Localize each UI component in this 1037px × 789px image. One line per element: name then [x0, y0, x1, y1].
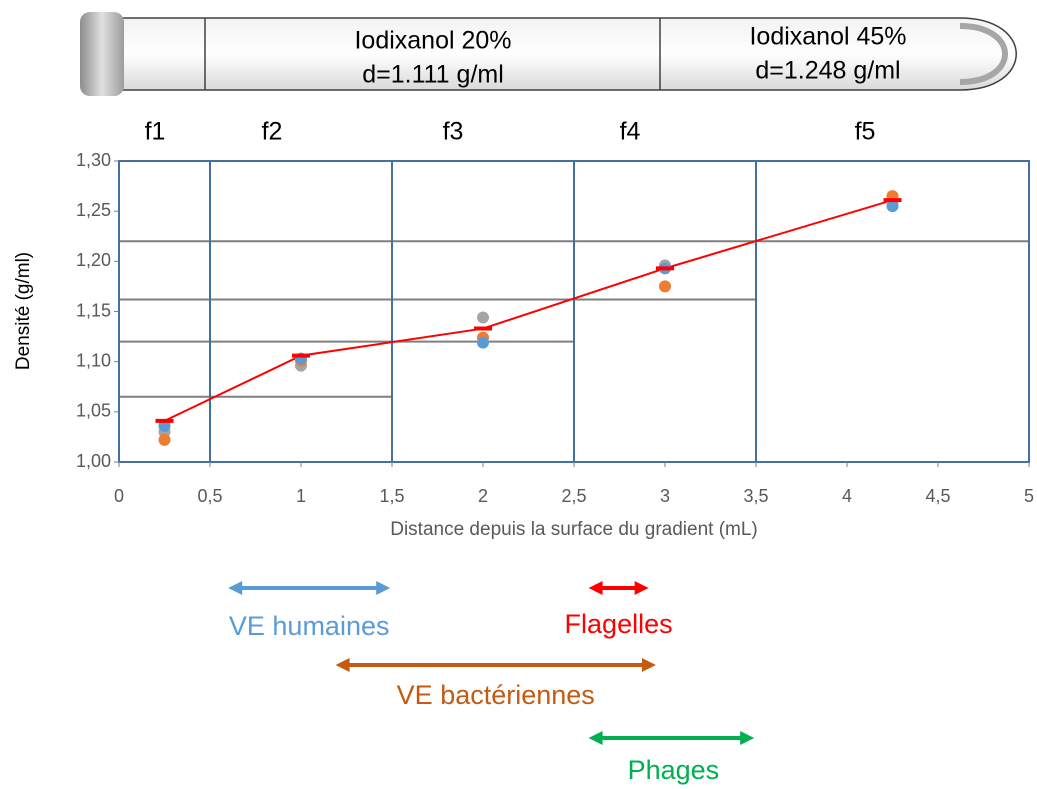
y-tick-label: 1,15 [76, 300, 111, 320]
y-axis-label: Densité (g/ml) [13, 252, 34, 370]
tube-cap [80, 12, 124, 96]
y-tick-label: 1,20 [76, 250, 111, 270]
data-point [477, 311, 489, 324]
x-axis-label: Distance depuis la surface du gradient (… [390, 519, 758, 540]
fraction-label: f2 [262, 118, 283, 146]
fraction-label: f3 [443, 118, 464, 146]
x-tick-label: 2 [478, 486, 488, 506]
data-point [659, 280, 671, 293]
x-tick-label: 1 [296, 486, 306, 506]
y-tick-label: 1,30 [76, 150, 111, 170]
x-tick-label: 3 [660, 486, 670, 506]
y-tick-label: 1,10 [76, 350, 111, 370]
x-tick-label: 4,5 [925, 486, 950, 506]
tube-body [119, 17, 1017, 91]
annotation-label: Flagelles [565, 609, 673, 639]
tube: Iodixanol 20% d=1.111 g/ml Iodixanol 45%… [80, 12, 1017, 96]
x-tick-label: 0 [114, 486, 124, 506]
annotation-label: Phages [628, 755, 720, 785]
tube-label: Iodixanol 45% [749, 23, 906, 51]
x-tick-label: 1,5 [379, 486, 404, 506]
x-tick-label: 5 [1024, 486, 1034, 506]
data-point [886, 200, 899, 213]
y-tick-label: 1,25 [76, 200, 111, 220]
y-tick-label: 1,00 [76, 451, 111, 471]
x-tick-label: 3,5 [743, 486, 768, 506]
tube-label: Iodixanol 20% [354, 27, 511, 55]
tube-label: d=1.248 g/ml [755, 57, 900, 85]
y-tick-label: 1,05 [76, 401, 111, 421]
data-point [477, 336, 489, 349]
data-point [158, 419, 171, 432]
arrow-head [588, 581, 649, 595]
fraction-label: f4 [620, 118, 641, 146]
fraction-label: f5 [855, 118, 876, 146]
series-line [164, 199, 893, 422]
x-tick-label: 0,5 [197, 486, 222, 506]
x-tick-label: 4 [842, 486, 852, 506]
tube-label: d=1.111 g/ml [362, 61, 504, 89]
x-tick-label: 2,5 [561, 486, 586, 506]
data-point [158, 433, 171, 446]
tube-tip [959, 23, 1008, 85]
annotation-label: VE bactériennes [397, 680, 595, 710]
fraction-label: f1 [145, 118, 166, 146]
annotation-label: VE humaines [229, 611, 390, 641]
